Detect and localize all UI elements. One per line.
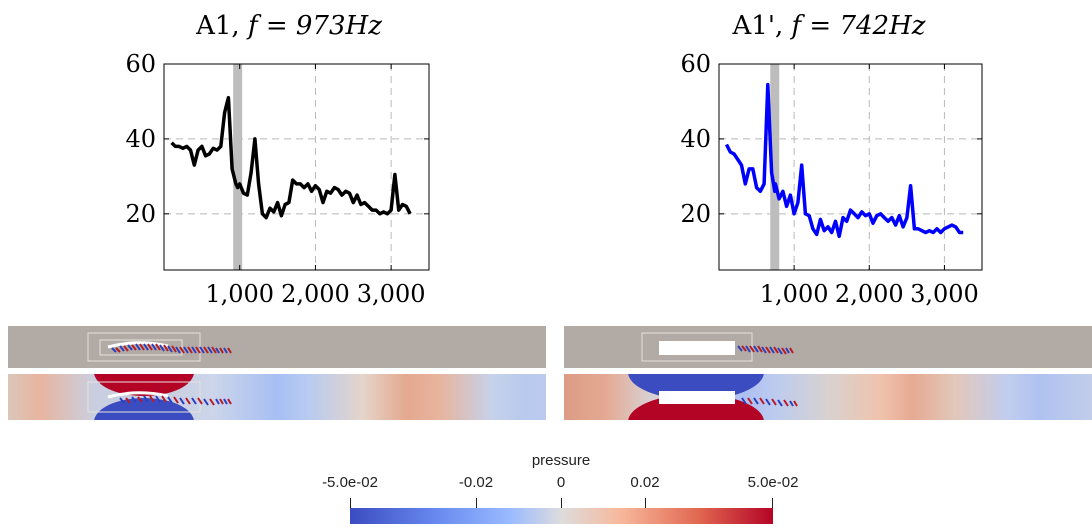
colorbar-tick-label: 0 — [556, 474, 566, 491]
colorbar-tick — [645, 498, 646, 508]
plot-a1-prime-series-line — [724, 82, 964, 239]
colorbar-tick — [476, 498, 477, 508]
plot-a1: A1, f = 973Hz 60 40 20 1,000 2,000 3,000 — [125, 11, 430, 308]
plot-a1-prime-xtick-label: 3,000 — [910, 280, 979, 308]
plot-a1-ytick-label: 20 — [125, 200, 156, 228]
colorbar-title: pressure — [531, 452, 591, 469]
colorbar-tick-label: -0.02 — [458, 474, 494, 491]
plot-a1-axes-frame — [163, 63, 430, 271]
colorbar-tick-label: 5.0e-02 — [747, 474, 799, 491]
field-pressure-right-render — [628, 374, 798, 420]
field-pressure-left — [8, 374, 546, 420]
colorbar-gradient — [350, 508, 773, 524]
plot-a1-prime: A1', f = 742Hz 60 40 20 1,000 2,000 3,00… — [680, 11, 983, 308]
field-pressure-left-render — [87, 374, 232, 420]
colorbar-tick — [772, 498, 773, 508]
plot-a1-prime-axes-frame — [718, 63, 983, 271]
colorbar: pressure -5.0e-02 -0.02 0 0.02 5.0e-02 — [0, 440, 1092, 529]
plot-a1-prime-gridlines — [719, 63, 982, 270]
plot-a1-prime-ytick-label: 40 — [680, 125, 711, 153]
plot-a1-xtick-label: 3,000 — [357, 280, 426, 308]
colorbar-tick-label: 0.02 — [630, 474, 660, 491]
plot-a1-ticks — [164, 63, 429, 270]
plot-a1-series-line — [170, 95, 412, 220]
plot-a1-prime-title: A1', f = 742Hz — [732, 11, 926, 41]
field-vorticity-left-render — [87, 332, 232, 362]
colorbar-tick-label: -5.0e-02 — [322, 474, 378, 491]
plot-a1-title-math: f = 973Hz — [246, 11, 382, 41]
plot-a1-prime-ytick-label: 20 — [680, 200, 711, 228]
plot-a1-ytick-label: 40 — [125, 125, 156, 153]
plot-a1-prime-xtick-label: 2,000 — [835, 280, 904, 308]
plot-a1-prime-title-math: f = 742Hz — [790, 11, 926, 41]
field-pressure-right — [564, 374, 1092, 420]
colorbar-tick — [561, 498, 562, 508]
plot-a1-prime-title-text: A1', — [732, 11, 792, 41]
plot-a1-highlight-band — [233, 64, 243, 270]
plot-a1-ytick-label: 60 — [125, 50, 156, 78]
field-vorticity-left — [8, 326, 546, 368]
plot-a1-prime-highlight-band — [770, 64, 780, 270]
plot-a1-title-text: A1, — [195, 11, 248, 41]
plot-a1-prime-ticks — [719, 63, 982, 270]
field-vorticity-right — [564, 326, 1092, 368]
colorbar-tick — [350, 498, 351, 508]
plot-a1-xtick-label: 2,000 — [281, 280, 350, 308]
plot-a1-prime-ytick-label: 60 — [680, 50, 711, 78]
plot-a1-gridlines — [164, 63, 429, 270]
plot-a1-prime-xtick-label: 1,000 — [760, 280, 829, 308]
field-vorticity-right-render — [641, 332, 794, 362]
plot-a1-title: A1, f = 973Hz — [195, 11, 382, 41]
plot-a1-xtick-label: 1,000 — [205, 280, 274, 308]
